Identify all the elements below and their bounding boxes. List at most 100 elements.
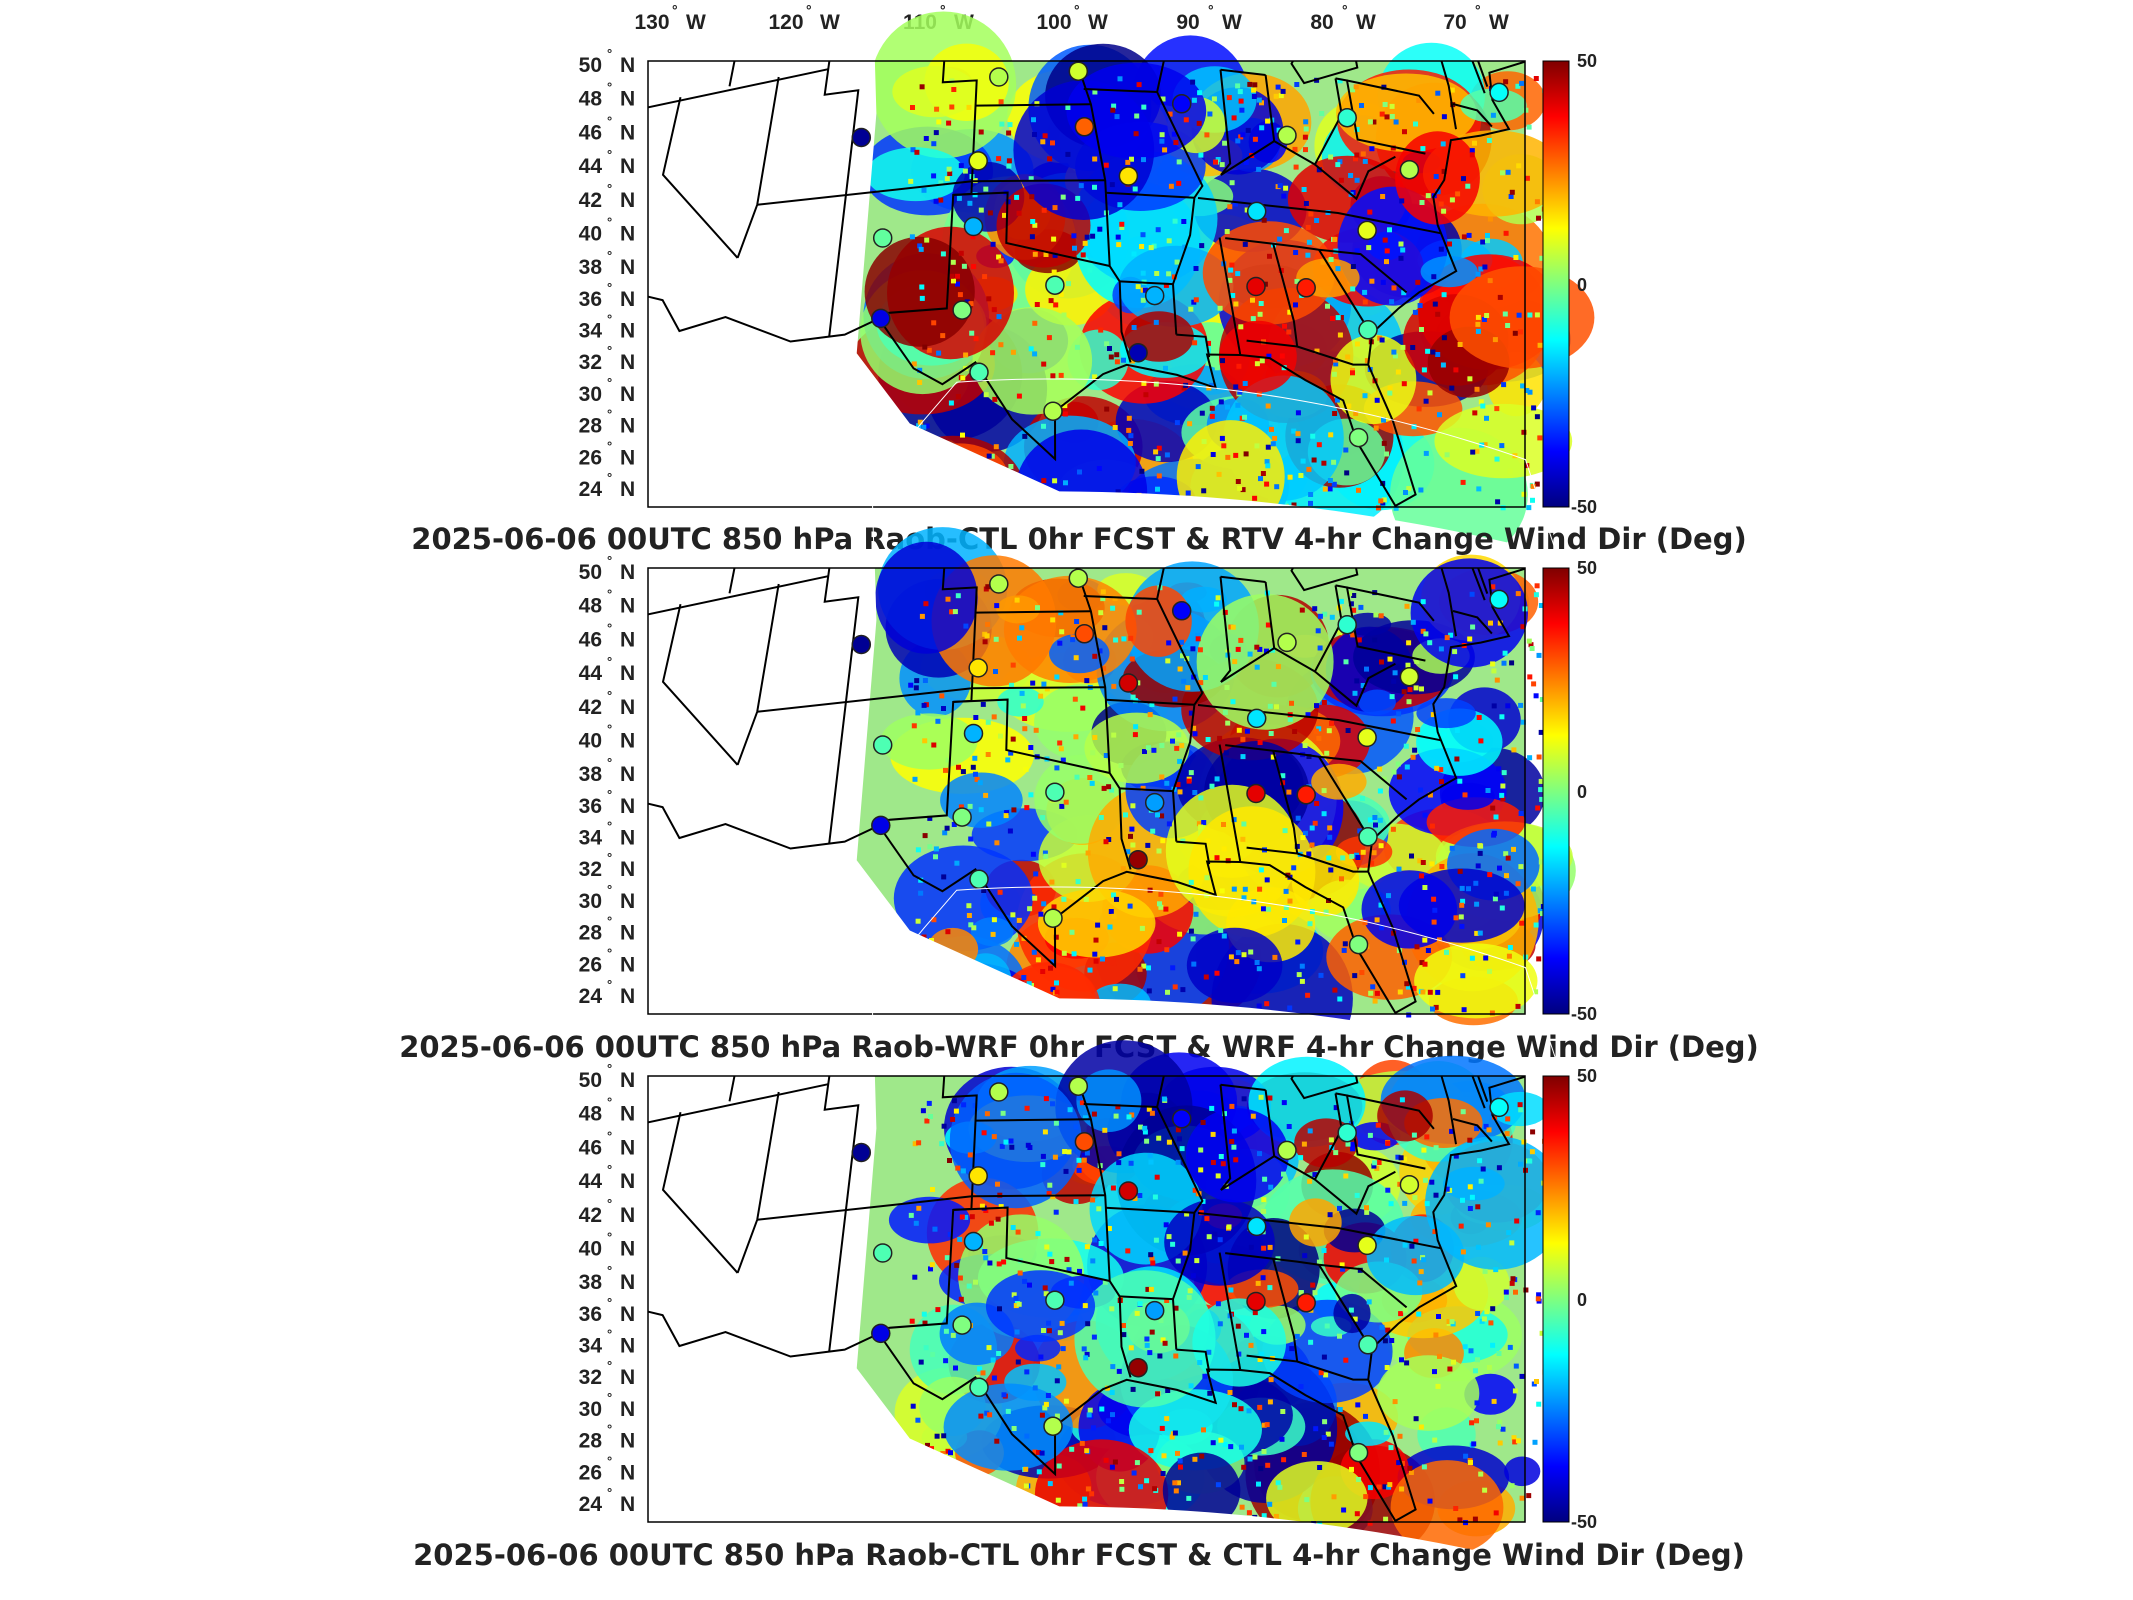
raob-station-marker[interactable] xyxy=(1337,1122,1357,1143)
raob-station-marker[interactable] xyxy=(1489,1097,1509,1118)
raob-station-marker[interactable] xyxy=(1045,782,1065,802)
raob-station-marker[interactable] xyxy=(1399,666,1420,687)
state-boundary xyxy=(953,1206,1110,1282)
field-speckle xyxy=(1050,373,1056,379)
raob-station-marker[interactable] xyxy=(1348,427,1369,448)
raob-station-marker[interactable] xyxy=(1296,1293,1316,1313)
field-speckle xyxy=(1259,358,1265,364)
raob-station-marker[interactable] xyxy=(1358,320,1378,340)
raob-station-marker[interactable] xyxy=(1171,1109,1192,1129)
raob-station-marker[interactable] xyxy=(952,807,972,827)
raob-station-marker[interactable] xyxy=(968,658,988,678)
raob-station-marker[interactable] xyxy=(1118,1181,1139,1201)
raob-station-marker[interactable] xyxy=(1246,708,1267,729)
raob-station-marker[interactable] xyxy=(963,723,984,744)
raob-station-marker[interactable] xyxy=(1128,849,1148,870)
raob-station-marker[interactable] xyxy=(1277,1140,1297,1161)
raob-station-marker[interactable] xyxy=(989,67,1009,87)
raob-station-marker[interactable] xyxy=(851,634,872,655)
field-speckle xyxy=(931,742,937,748)
raob-station-marker[interactable] xyxy=(871,815,891,836)
field-speckle xyxy=(1225,720,1231,726)
raob-station-marker[interactable] xyxy=(963,1231,984,1252)
raob-station-marker[interactable] xyxy=(1358,1335,1378,1355)
raob-station-marker[interactable] xyxy=(1296,278,1316,298)
raob-station-marker[interactable] xyxy=(989,574,1009,594)
field-speckle xyxy=(1090,1258,1096,1264)
raob-station-marker[interactable] xyxy=(1399,1174,1420,1195)
raob-station-marker[interactable] xyxy=(1144,285,1165,306)
raob-station-marker[interactable] xyxy=(1246,783,1266,804)
field-speckle xyxy=(1278,93,1284,99)
field-speckle xyxy=(1006,130,1012,136)
raob-station-marker[interactable] xyxy=(952,300,972,320)
raob-station-marker[interactable] xyxy=(989,1082,1009,1102)
raob-station-marker[interactable] xyxy=(1489,82,1509,103)
raob-station-marker[interactable] xyxy=(871,308,891,329)
raob-station-marker[interactable] xyxy=(1246,1291,1266,1312)
raob-station-marker[interactable] xyxy=(1277,632,1297,653)
raob-station-marker[interactable] xyxy=(969,1377,989,1398)
raob-station-marker[interactable] xyxy=(963,216,984,237)
raob-station-marker[interactable] xyxy=(1074,624,1095,644)
raob-station-marker[interactable] xyxy=(1074,1132,1095,1152)
raob-station-marker[interactable] xyxy=(1045,1290,1065,1310)
field-speckle xyxy=(1436,1314,1441,1319)
raob-station-marker[interactable] xyxy=(1246,1216,1267,1237)
field-speckle xyxy=(1444,635,1450,641)
raob-station-marker[interactable] xyxy=(1357,1235,1377,1256)
raob-station-marker[interactable] xyxy=(1357,727,1377,748)
raob-station-marker[interactable] xyxy=(1118,673,1139,693)
raob-station-marker[interactable] xyxy=(1246,276,1266,297)
raob-station-marker[interactable] xyxy=(1171,94,1192,114)
raob-station-marker[interactable] xyxy=(1399,159,1420,180)
raob-station-marker[interactable] xyxy=(1118,166,1139,186)
raob-station-marker[interactable] xyxy=(1277,125,1297,146)
field-speckle xyxy=(1402,1242,1408,1248)
raob-station-marker[interactable] xyxy=(968,151,988,171)
raob-station-marker[interactable] xyxy=(969,362,989,383)
lon-hemisphere: W xyxy=(1088,11,1108,34)
raob-station-marker[interactable] xyxy=(1074,117,1095,137)
raob-station-marker[interactable] xyxy=(1348,934,1369,955)
raob-station-marker[interactable] xyxy=(1068,568,1089,588)
lon-tick-value: 70 xyxy=(1443,11,1466,34)
field-speckle xyxy=(1518,1107,1524,1113)
field-speckle xyxy=(1340,855,1346,861)
raob-station-marker[interactable] xyxy=(1043,1416,1063,1436)
field-speckle xyxy=(1504,1295,1509,1301)
raob-station-marker[interactable] xyxy=(871,1323,891,1344)
raob-station-marker[interactable] xyxy=(1357,220,1377,241)
raob-station-marker[interactable] xyxy=(1128,1357,1148,1378)
field-speckle xyxy=(983,1255,989,1261)
raob-station-marker[interactable] xyxy=(1296,785,1316,805)
raob-station-marker[interactable] xyxy=(851,1142,872,1163)
raob-station-marker[interactable] xyxy=(968,1166,988,1186)
field-speckle xyxy=(926,347,932,353)
raob-station-marker[interactable] xyxy=(1144,792,1165,813)
raob-station-marker[interactable] xyxy=(1348,1442,1369,1463)
lon-tick-label: 120°W xyxy=(768,2,840,34)
raob-station-marker[interactable] xyxy=(1337,107,1357,128)
field-speckle xyxy=(1384,451,1389,457)
raob-station-marker[interactable] xyxy=(1246,201,1267,222)
raob-station-marker[interactable] xyxy=(872,735,893,755)
raob-station-marker[interactable] xyxy=(1043,908,1063,928)
raob-station-marker[interactable] xyxy=(872,228,893,248)
raob-station-marker[interactable] xyxy=(1337,614,1357,635)
field-speckle xyxy=(1102,625,1108,631)
raob-station-marker[interactable] xyxy=(1489,589,1509,610)
raob-station-marker[interactable] xyxy=(1068,61,1089,81)
raob-station-marker[interactable] xyxy=(1171,601,1192,621)
raob-station-marker[interactable] xyxy=(1068,1076,1089,1096)
raob-station-marker[interactable] xyxy=(1144,1300,1165,1321)
raob-station-marker[interactable] xyxy=(952,1315,972,1335)
raob-station-marker[interactable] xyxy=(1358,827,1378,847)
raob-station-marker[interactable] xyxy=(1043,401,1063,421)
raob-station-marker[interactable] xyxy=(1128,342,1148,363)
field-speckle xyxy=(1449,385,1455,391)
raob-station-marker[interactable] xyxy=(851,127,872,148)
raob-station-marker[interactable] xyxy=(872,1243,893,1263)
raob-station-marker[interactable] xyxy=(1045,275,1065,295)
raob-station-marker[interactable] xyxy=(969,869,989,890)
